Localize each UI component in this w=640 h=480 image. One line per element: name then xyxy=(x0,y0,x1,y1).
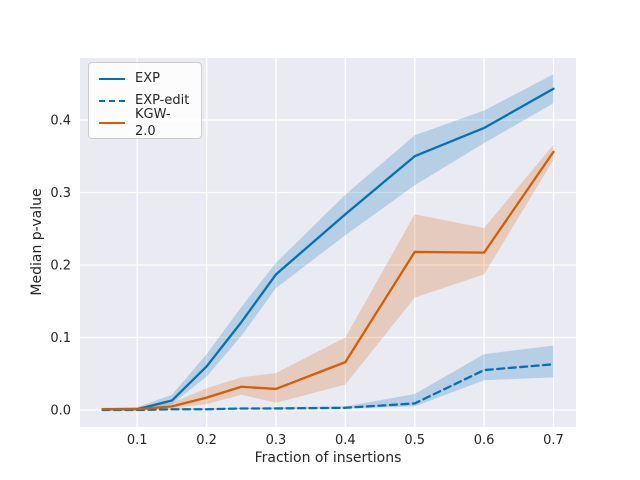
x-tick-label: 0.6 xyxy=(474,433,495,448)
y-tick-label: 0.1 xyxy=(50,331,71,346)
legend-item-exp-edit: EXP-edit xyxy=(99,92,191,109)
confidence-band-EXP xyxy=(102,74,554,410)
x-axis-label: Fraction of insertions xyxy=(254,450,402,466)
legend-item-exp: EXP xyxy=(99,70,191,87)
y-tick-label: 0.4 xyxy=(50,113,71,128)
series-line-EXP-edit xyxy=(101,363,555,412)
y-axis-label: Median p-value xyxy=(29,188,45,296)
y-tick-label: 0.0 xyxy=(50,403,71,418)
legend-label: KGW-2.0 xyxy=(135,106,171,139)
x-tick-label: 0.4 xyxy=(335,433,356,448)
x-tick-label: 0.1 xyxy=(127,433,148,448)
x-tick-label: 0.7 xyxy=(543,433,564,448)
confidence-band-EXP-edit xyxy=(102,345,554,410)
x-tick-label: 0.3 xyxy=(266,433,287,448)
confidence-band-KGW-2.0 xyxy=(102,144,554,410)
legend-line-sample-solid xyxy=(99,121,125,124)
series-line-KGW-2.0 xyxy=(101,150,555,411)
legend-item-kgw: KGW-2.0 xyxy=(99,107,191,139)
legend-line-sample-solid xyxy=(99,77,125,80)
legend: EXP EXP-edit KGW-2.0 xyxy=(88,62,202,139)
y-tick-label: 0.3 xyxy=(50,186,71,201)
y-tick-label: 0.2 xyxy=(50,258,71,273)
legend-label: EXP xyxy=(135,71,160,86)
series-line-EXP xyxy=(101,87,555,411)
legend-label: EXP-edit xyxy=(135,93,190,108)
x-tick-label: 0.5 xyxy=(404,433,425,448)
legend-line-sample-dashed xyxy=(99,99,125,102)
x-tick-label: 0.2 xyxy=(196,433,217,448)
